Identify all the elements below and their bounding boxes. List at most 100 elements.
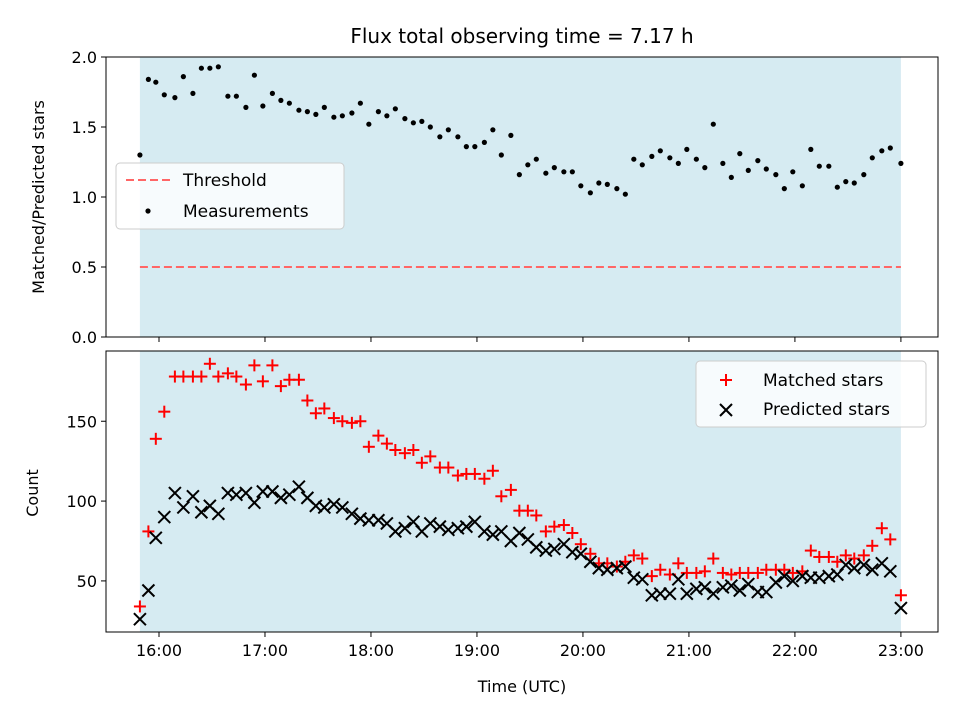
top-legend: Threshold Measurements <box>115 162 345 230</box>
matched-star-point <box>389 443 402 456</box>
matched-star-point <box>504 483 517 496</box>
bottom-y-axis-label: Count <box>23 469 42 517</box>
measurement-point <box>410 120 416 126</box>
predicted-star-point <box>362 513 376 527</box>
matched-star-point <box>495 490 508 503</box>
matched-star-point <box>530 509 543 522</box>
measurement-point <box>260 103 266 109</box>
predicted-star-point <box>186 489 200 503</box>
measurement-point <box>861 172 867 178</box>
matched-star-point <box>698 565 711 578</box>
matched-star-point <box>716 566 729 579</box>
matched-star-point <box>584 547 597 560</box>
matched-star-point <box>866 539 879 552</box>
legend-threshold-label: Threshold <box>182 171 267 191</box>
measurement-point <box>763 166 769 172</box>
measurement-point <box>614 186 620 192</box>
matched-star-point <box>645 570 658 583</box>
predicted-star-point <box>698 580 712 595</box>
predicted-star-point <box>282 487 297 502</box>
predicted-star-point <box>133 612 147 626</box>
measurement-point <box>702 165 708 171</box>
predicted-star-point <box>168 486 182 500</box>
measurement-point <box>304 109 310 115</box>
measurement-point <box>251 72 257 78</box>
measurement-point <box>675 160 681 166</box>
predicted-star-point <box>141 583 156 598</box>
predicted-star-point <box>847 561 861 575</box>
measurement-point <box>631 156 637 162</box>
matched-star-point <box>627 549 640 562</box>
predicted-star-point <box>327 497 341 511</box>
measurement-point <box>816 163 822 169</box>
predicted-star-point <box>671 572 686 587</box>
measurement-point <box>233 93 239 99</box>
predicted-star-point <box>680 586 694 601</box>
predicted-star-point <box>741 577 755 591</box>
measurement-point <box>543 170 549 176</box>
matched-star-point <box>574 538 587 551</box>
x-axis-label: Time (UTC) <box>477 677 566 696</box>
predicted-star-point <box>839 558 853 572</box>
matched-star-point <box>894 589 907 602</box>
measurement-point <box>215 64 221 70</box>
measurement-point <box>190 90 196 96</box>
measurement-point <box>145 76 151 82</box>
measurement-point <box>349 110 355 116</box>
predicted-star-point <box>883 564 898 579</box>
predicted-star-point <box>706 586 721 601</box>
matched-star-point <box>301 394 314 407</box>
predicted-star-point <box>317 500 332 515</box>
predicted-star-point <box>547 542 562 556</box>
measurement-point <box>331 114 337 120</box>
measurement-point <box>551 165 557 171</box>
measurement-point <box>225 93 231 99</box>
predicted-star-point <box>512 526 527 540</box>
predicted-star-point <box>769 575 783 590</box>
matched-star-point <box>707 552 720 565</box>
matched-star-point <box>239 378 252 391</box>
measurement-point <box>243 104 249 110</box>
measurement-point <box>684 146 690 152</box>
predicted-star-point <box>194 505 209 519</box>
predicted-star-point <box>247 495 262 510</box>
matched-star-point <box>142 525 155 538</box>
matched-star-point <box>212 370 225 383</box>
predicted-star-point <box>398 521 412 535</box>
measurement-point <box>869 155 875 161</box>
measurement-point <box>657 148 663 154</box>
bottom-y-tick-label: 50 <box>77 572 97 591</box>
measurement-point <box>455 134 461 140</box>
measurement-point <box>843 179 849 185</box>
matched-star-point <box>521 504 534 517</box>
matched-star-point <box>372 429 385 442</box>
predicted-star-point <box>574 547 588 561</box>
matched-star-point <box>478 472 491 485</box>
matched-star-point <box>566 527 579 540</box>
measurement-point <box>207 65 213 71</box>
matched-star-point <box>248 359 261 372</box>
measurement-point <box>392 106 398 112</box>
matched-star-point <box>336 415 349 428</box>
measurement-point <box>737 151 743 157</box>
matched-star-point <box>442 461 455 474</box>
legend-measurements-label: Measurements <box>183 202 309 222</box>
matched-star-point <box>636 552 649 565</box>
x-tick-label: 19:00 <box>454 641 500 660</box>
measurement-point <box>321 104 327 110</box>
measurement-point <box>472 144 478 150</box>
predicted-star-point <box>335 500 350 515</box>
x-tick-label: 16:00 <box>136 641 182 660</box>
measurement-point <box>898 160 904 166</box>
measurement-point <box>826 163 832 169</box>
measurement-point <box>745 167 751 173</box>
top-y-tick-label: 1.0 <box>72 188 97 207</box>
predicted-star-point <box>423 516 438 531</box>
matched-star-point <box>610 560 623 573</box>
legend-predicted-swatch <box>719 403 733 417</box>
measurement-point <box>419 118 425 124</box>
measurement-point <box>781 186 787 192</box>
top-y-tick-label: 2.0 <box>72 48 97 67</box>
matched-star-point <box>318 402 331 415</box>
matched-star-point <box>345 416 358 429</box>
